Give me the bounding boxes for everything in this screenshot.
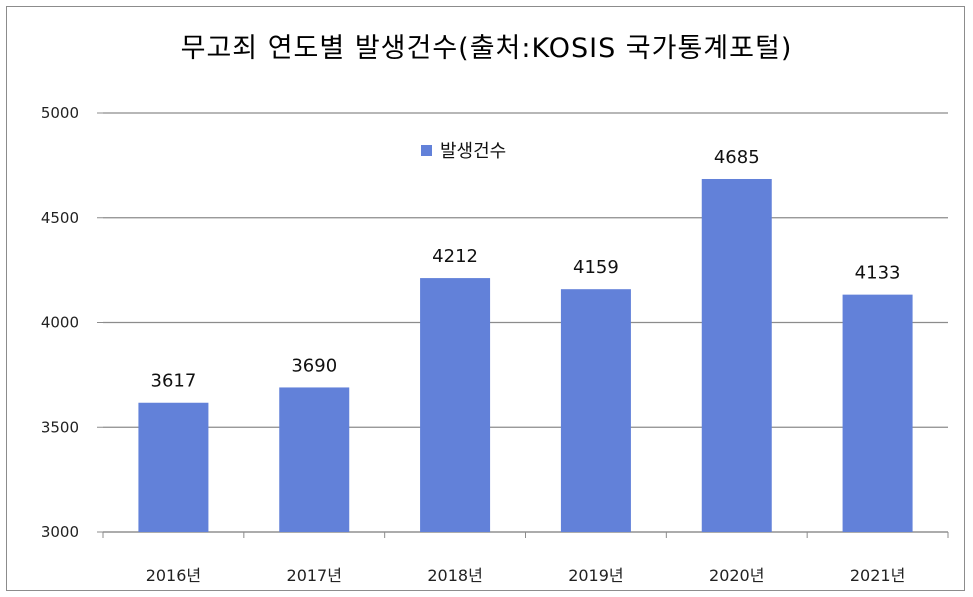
x-tick-label: 2020년 xyxy=(709,566,764,585)
x-tick-label: 2018년 xyxy=(427,566,482,585)
data-label: 3617 xyxy=(151,371,197,392)
y-tick-label: 4500 xyxy=(41,209,79,227)
data-labels: 3617 3690 4212 4159 4685 4133 xyxy=(151,147,901,392)
legend: 발생건수 xyxy=(421,141,506,162)
data-label: 4685 xyxy=(714,147,760,168)
x-tick-label: 2019년 xyxy=(568,566,623,585)
bar xyxy=(842,294,913,532)
bar xyxy=(279,387,350,532)
x-tick-label: 2021년 xyxy=(850,566,905,585)
axes: 3000 3500 4000 4500 5000 2016년 2017년 2018년 2019년… xyxy=(41,104,949,585)
y-tick-label: 3000 xyxy=(41,523,79,541)
y-tick-label: 4000 xyxy=(41,314,79,332)
data-label: 3690 xyxy=(291,355,337,376)
gridlines xyxy=(103,112,948,533)
bar xyxy=(560,289,631,532)
bar xyxy=(138,402,209,532)
x-tick-label: 2017년 xyxy=(287,566,342,585)
y-tick-label: 5000 xyxy=(41,104,79,122)
bar xyxy=(420,278,491,532)
data-label: 4159 xyxy=(573,257,619,278)
x-tick-label: 2016년 xyxy=(146,566,201,585)
bar xyxy=(701,178,772,532)
legend-label: 발생건수 xyxy=(440,141,506,162)
chart-title: 무고죄 연도별 발생건수(출처:KOSIS 국가통계포털) xyxy=(180,33,793,64)
y-tick-label: 3500 xyxy=(41,418,79,436)
bars xyxy=(138,178,913,532)
legend-swatch xyxy=(421,145,432,156)
data-label: 4212 xyxy=(432,246,478,267)
data-label: 4133 xyxy=(855,263,901,284)
